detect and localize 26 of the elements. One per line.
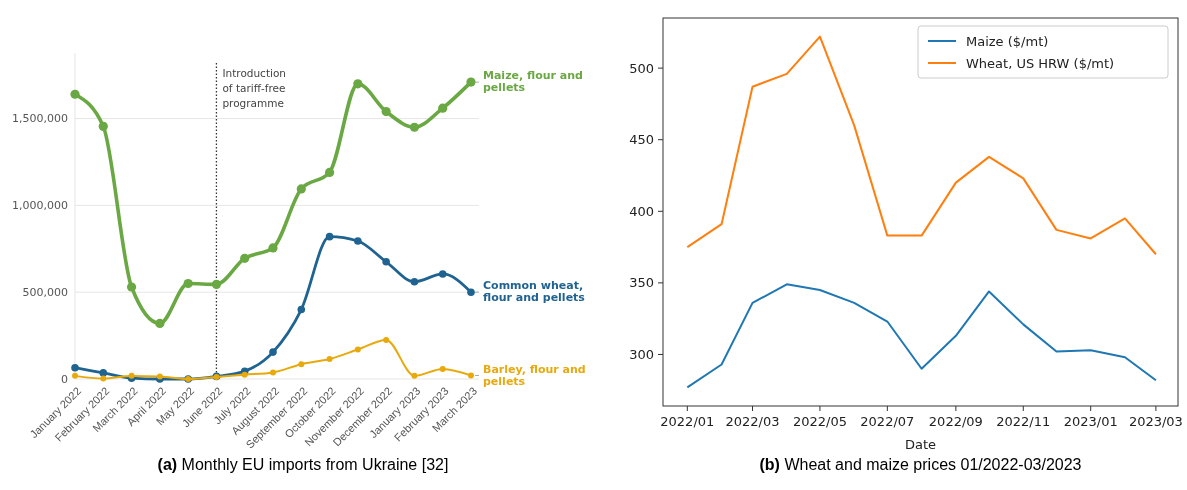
x-tick-label: 2022/03: [725, 414, 780, 429]
x-tick-label: 2022/07: [860, 414, 915, 429]
legend-label: Maize ($/mt): [966, 33, 1049, 49]
y-tick-label: 500,000: [22, 286, 68, 300]
y-tick-label: 1,500,000: [12, 112, 68, 126]
y-tick-label: 450: [629, 132, 654, 148]
y-tick-label: 350: [629, 275, 654, 291]
x-tick-label: 2022/01: [660, 414, 715, 429]
y-tick-label: 400: [629, 203, 654, 219]
series-label: Barley, flour and pellets: [483, 362, 586, 388]
series-label: Maize, flour and pellets: [483, 69, 583, 95]
series-label: Common wheat, flour and pellets: [483, 279, 586, 305]
y-tick-label: 1,000,000: [12, 199, 68, 213]
text: (b) Wheat and maize prices 01/2022-03/2023: [759, 456, 1082, 473]
x-tick-label: 2023/03: [1128, 414, 1183, 429]
y-tick-label: 500: [629, 60, 654, 76]
ref-line-label: Introduction of tariff-free programme: [222, 67, 287, 109]
y-tick-label: 300: [629, 347, 654, 363]
text: (a) Monthly EU imports from Ukraine [32]: [157, 456, 449, 473]
x-tick-label: 2023/01: [1063, 414, 1118, 429]
x-tick-label: 2022/11: [996, 414, 1051, 429]
x-tick-label: 2022/05: [792, 414, 847, 429]
x-axis-title: Date: [904, 437, 937, 452]
y-tick-label: 0: [61, 372, 68, 386]
x-tick-label: 2022/09: [928, 414, 983, 429]
legend-label: Wheat, US HRW ($/mt): [966, 55, 1115, 71]
